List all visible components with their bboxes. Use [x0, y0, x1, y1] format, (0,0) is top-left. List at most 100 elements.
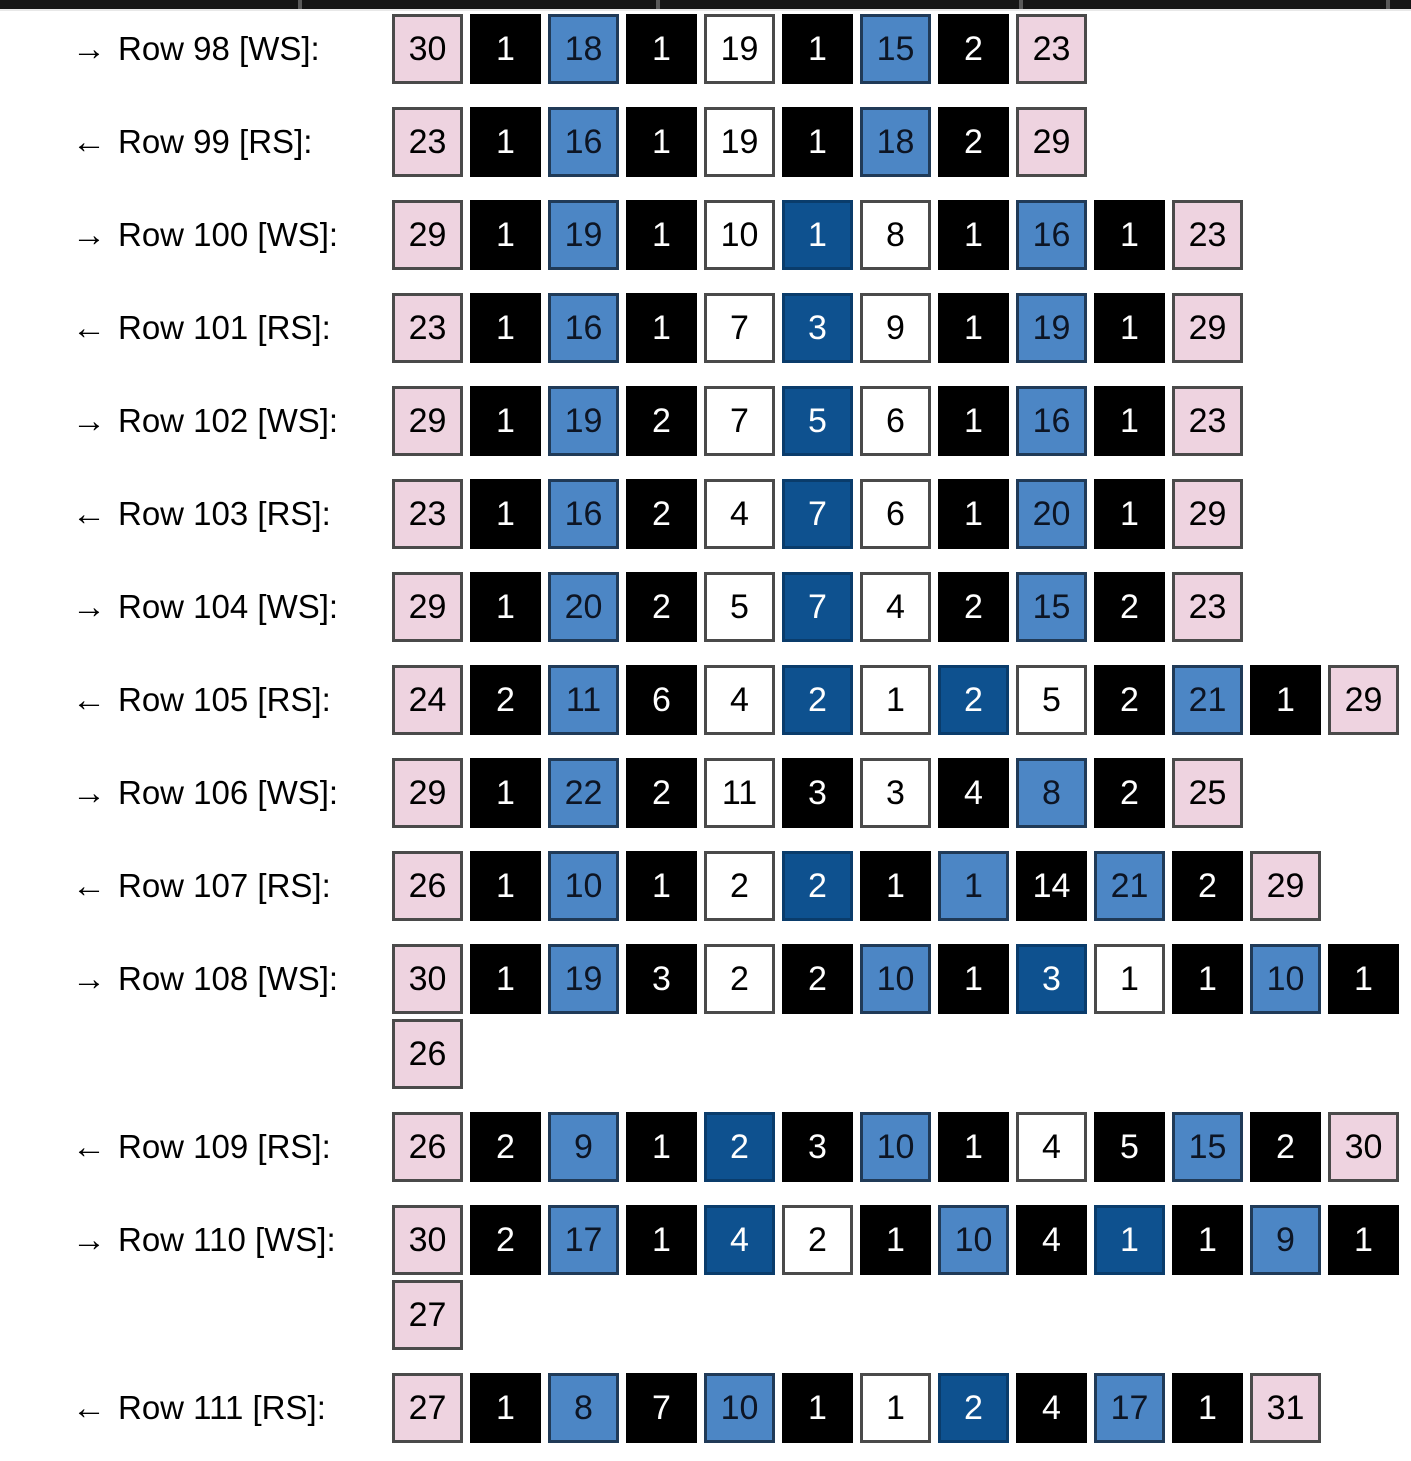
stitch-count-cell: 1 — [626, 293, 697, 363]
stitch-count-cell: 19 — [548, 944, 619, 1014]
stitch-cells: 24 2 11 6 4 2 1 2 5 2 21 1 29 — [392, 665, 1399, 735]
row-label-text: Row 106 [WS]: — [118, 774, 339, 811]
stitch-count-cell: 9 — [1250, 1205, 1321, 1275]
stitch-count-cell: 31 — [1250, 1373, 1321, 1443]
stitch-count-cell: 10 — [860, 1112, 931, 1182]
right-arrow-icon: → — [72, 774, 106, 812]
right-arrow-icon: → — [72, 1221, 106, 1259]
stitch-count-cell: 1 — [470, 386, 541, 456]
strip-separator — [1019, 0, 1023, 9]
stitch-count-cell: 4 — [938, 758, 1009, 828]
stitch-count-cell: 17 — [1094, 1373, 1165, 1443]
left-arrow-icon: ← — [72, 309, 106, 347]
pattern-row-103: ← Row 103 [RS]: 23 1 16 2 4 7 6 1 20 1 29 — [0, 479, 1411, 549]
row-label-text: Row 107 [RS]: — [118, 867, 331, 904]
strip-separator — [1386, 0, 1390, 9]
right-arrow-icon: → — [72, 30, 106, 68]
row-label: → Row 98 [WS]: — [0, 14, 392, 84]
row-label: ← Row 101 [RS]: — [0, 293, 392, 363]
clipped-previous-row-strip — [0, 0, 1411, 11]
stitch-count-cell: 30 — [392, 944, 463, 1014]
right-arrow-icon: → — [72, 960, 106, 998]
pattern-row-99: ← Row 99 [RS]: 23 1 16 1 19 1 18 2 29 — [0, 107, 1411, 177]
stitch-count-cell: 2 — [782, 944, 853, 1014]
stitch-count-cell: 2 — [1094, 665, 1165, 735]
stitch-count-cell: 2 — [470, 1205, 541, 1275]
stitch-count-cell: 29 — [392, 758, 463, 828]
stitch-count-cell: 16 — [548, 479, 619, 549]
left-arrow-icon: ← — [72, 1128, 106, 1166]
pattern-row-105: ← Row 105 [RS]: 24 2 11 6 4 2 1 2 5 2 21 1 29 — [0, 665, 1411, 735]
stitch-count-cell: 2 — [626, 386, 697, 456]
stitch-count-cell: 30 — [392, 14, 463, 84]
row-label-text: Row 101 [RS]: — [118, 309, 331, 346]
stitch-count-cell: 26 — [392, 1019, 463, 1089]
row-label-text: Row 108 [WS]: — [118, 960, 339, 997]
stitch-count-cell: 23 — [392, 479, 463, 549]
stitch-count-cell: 1 — [470, 851, 541, 921]
stitch-count-cell: 1 — [470, 479, 541, 549]
row-label-text: Row 102 [WS]: — [118, 402, 339, 439]
stitch-count-cell: 27 — [392, 1373, 463, 1443]
stitch-count-cell: 4 — [704, 1205, 775, 1275]
stitch-count-cell: 19 — [704, 107, 775, 177]
stitch-count-cell: 1 — [938, 293, 1009, 363]
stitch-count-cell: 1 — [938, 944, 1009, 1014]
stitch-count-cell: 8 — [860, 200, 931, 270]
stitch-count-cell: 2 — [1094, 758, 1165, 828]
stitch-count-cell: 1 — [626, 1112, 697, 1182]
row-label: → Row 106 [WS]: — [0, 758, 392, 828]
stitch-count-cell: 30 — [392, 1205, 463, 1275]
pattern-row-102: → Row 102 [WS]: 29 1 19 2 7 5 6 1 16 1 23 — [0, 386, 1411, 456]
stitch-count-cell: 2 — [470, 665, 541, 735]
stitch-count-cell: 29 — [1172, 479, 1243, 549]
stitch-count-cell: 1 — [470, 572, 541, 642]
row-label: → Row 108 [WS]: — [0, 944, 392, 1014]
stitch-count-cell: 2 — [938, 1373, 1009, 1443]
stitch-count-cell: 10 — [860, 944, 931, 1014]
stitch-count-cell: 1 — [938, 386, 1009, 456]
stitch-count-cell: 19 — [548, 200, 619, 270]
stitch-count-cell: 10 — [938, 1205, 1009, 1275]
stitch-count-cell: 29 — [392, 200, 463, 270]
stitch-count-cell: 1 — [938, 200, 1009, 270]
stitch-count-cell: 6 — [860, 386, 931, 456]
pattern-row-111: ← Row 111 [RS]: 27 1 8 7 10 1 1 2 4 17 1 31 — [0, 1373, 1411, 1443]
stitch-count-cell: 4 — [1016, 1373, 1087, 1443]
row-label-text: Row 111 [RS]: — [118, 1389, 326, 1426]
stitch-count-cell: 1 — [626, 1205, 697, 1275]
stitch-cells: 27 — [392, 1280, 463, 1350]
stitch-count-cell: 2 — [626, 758, 697, 828]
stitch-count-cell: 7 — [704, 293, 775, 363]
stitch-count-cell: 11 — [548, 665, 619, 735]
stitch-count-cell: 1 — [626, 200, 697, 270]
pattern-row-104: → Row 104 [WS]: 29 1 20 2 5 7 4 2 15 2 23 — [0, 572, 1411, 642]
row-label: ← Row 99 [RS]: — [0, 107, 392, 177]
stitch-count-cell: 3 — [1016, 944, 1087, 1014]
stitch-count-cell: 2 — [626, 479, 697, 549]
stitch-count-cell: 1 — [470, 758, 541, 828]
stitch-count-cell: 16 — [1016, 200, 1087, 270]
stitch-count-cell: 3 — [782, 293, 853, 363]
stitch-count-cell: 3 — [860, 758, 931, 828]
stitch-count-cell: 10 — [548, 851, 619, 921]
stitch-count-cell: 19 — [704, 14, 775, 84]
stitch-count-cell: 20 — [548, 572, 619, 642]
stitch-count-cell: 1 — [938, 1112, 1009, 1182]
stitch-cells: 23 1 16 1 19 1 18 2 29 — [392, 107, 1087, 177]
stitch-count-cell: 1 — [626, 14, 697, 84]
stitch-count-cell: 3 — [782, 1112, 853, 1182]
pattern-row-108-continuation: 26 — [0, 1019, 1411, 1089]
stitch-count-cell: 2 — [938, 665, 1009, 735]
stitch-count-cell: 26 — [392, 851, 463, 921]
right-arrow-icon: → — [72, 402, 106, 440]
stitch-count-cell: 1 — [860, 1373, 931, 1443]
stitch-count-cell: 2 — [938, 572, 1009, 642]
stitch-count-cell: 23 — [1016, 14, 1087, 84]
stitch-count-cell: 1 — [626, 851, 697, 921]
stitch-count-cell: 10 — [704, 200, 775, 270]
stitch-count-cell: 19 — [1016, 293, 1087, 363]
pattern-rows: → Row 98 [WS]: 30 1 18 1 19 1 15 2 23 ← Row 99 [RS]:… — [0, 11, 1411, 1443]
row-label-text: Row 98 [WS]: — [118, 30, 320, 67]
